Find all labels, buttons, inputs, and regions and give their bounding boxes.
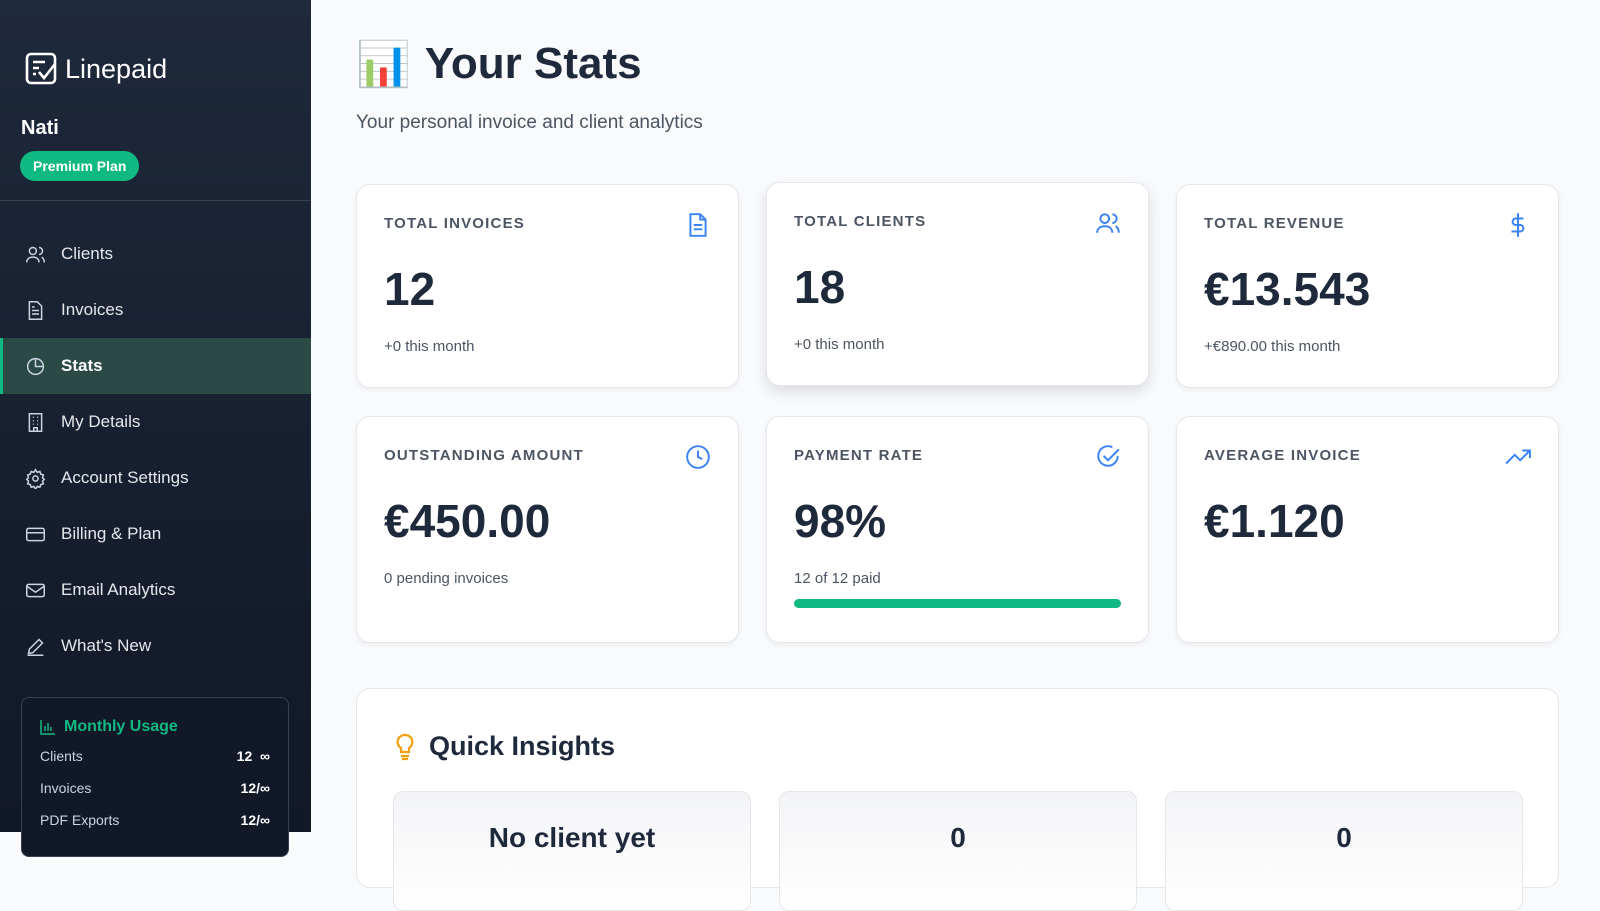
- bar-chart-icon: [40, 720, 55, 735]
- sidebar-item-email-analytics[interactable]: Email Analytics: [0, 562, 311, 618]
- page-subtitle: Your personal invoice and client analyti…: [356, 112, 703, 133]
- main-content: 📊 Your Stats Your personal invoice and cl…: [311, 0, 1600, 911]
- usage-row-invoices: Invoices 12/∞: [40, 780, 270, 796]
- sidebar: Linepaid Nati Premium Plan Clients Invoi…: [0, 0, 311, 857]
- building-icon: [28, 412, 43, 432]
- logo-icon: [25, 52, 57, 85]
- logo[interactable]: Linepaid: [25, 52, 167, 86]
- nav-label: Invoices: [61, 300, 124, 319]
- plan-badge: Premium Plan: [20, 151, 140, 181]
- stat-card-total-revenue: TOTAL REVENUE €13.543 +€890.00 this month: [1176, 184, 1559, 388]
- nav-label: Stats: [61, 356, 103, 375]
- sidebar-item-invoices[interactable]: Invoices: [0, 282, 311, 338]
- insight-card: 0: [1165, 791, 1523, 911]
- chart-emoji-icon: 📊: [356, 40, 411, 89]
- payment-progress-bar: [794, 599, 1121, 608]
- insight-card: 0: [779, 791, 1137, 911]
- sidebar-item-billing[interactable]: Billing & Plan: [0, 506, 311, 562]
- sidebar-item-account-settings[interactable]: Account Settings: [0, 450, 311, 506]
- insight-card: No client yet: [393, 791, 751, 911]
- check-circle-icon: [1097, 445, 1120, 467]
- sidebar-nav: Clients Invoices Stats My Details Accoun…: [0, 226, 311, 674]
- nav-label: My Details: [61, 412, 141, 431]
- usage-row-clients: Clients 12 ∞: [40, 748, 270, 764]
- trending-up-icon: [1505, 449, 1531, 465]
- nav-label: Account Settings: [61, 468, 189, 487]
- sidebar-item-whats-new[interactable]: What's New: [0, 618, 311, 674]
- users-icon: [26, 246, 45, 262]
- monthly-usage-panel: Monthly Usage Clients 12 ∞ Invoices 12/∞ P…: [21, 697, 289, 857]
- gear-icon: [25, 467, 46, 489]
- document-icon: [689, 213, 707, 237]
- usage-title: Monthly Usage: [64, 718, 178, 735]
- divider: [0, 200, 311, 201]
- quick-insights-panel: Quick Insights No client yet 0 0: [356, 688, 1559, 911]
- page-title: 📊 Your Stats: [356, 39, 642, 89]
- dollar-icon: [1511, 213, 1525, 237]
- lightbulb-icon: [396, 733, 414, 760]
- pen-icon: [27, 637, 44, 656]
- nav-label: Billing & Plan: [61, 524, 162, 543]
- section-title: Quick Insights: [429, 731, 616, 761]
- sidebar-item-clients[interactable]: Clients: [0, 226, 311, 282]
- credit-card-icon: [26, 527, 45, 541]
- clock-icon: [686, 445, 710, 469]
- stat-card-average-invoice: AVERAGE INVOICE €1.120: [1176, 416, 1559, 643]
- nav-label: Clients: [61, 244, 113, 263]
- stat-card-total-clients: TOTAL CLIENTS 18 +0 this month: [766, 182, 1149, 386]
- mail-icon: [26, 583, 45, 597]
- stat-card-outstanding-amount: OUTSTANDING AMOUNT €450.00 0 pending invo…: [356, 416, 739, 643]
- nav-label: Email Analytics: [61, 580, 176, 599]
- document-icon: [28, 300, 43, 320]
- stat-card-payment-rate: PAYMENT RATE 98% 12 of 12 paid: [766, 416, 1149, 643]
- sidebar-item-stats[interactable]: Stats: [0, 338, 311, 394]
- users-icon: [1096, 213, 1120, 233]
- sidebar-item-my-details[interactable]: My Details: [0, 394, 311, 450]
- pie-chart-icon: [26, 357, 45, 375]
- stat-card-total-invoices: TOTAL INVOICES 12 +0 this month: [356, 184, 739, 388]
- user-name: Nati: [21, 117, 59, 139]
- nav-label: What's New: [61, 636, 152, 655]
- usage-row-pdf-exports: PDF Exports 12/∞: [40, 812, 270, 828]
- app-name: Linepaid: [65, 53, 168, 84]
